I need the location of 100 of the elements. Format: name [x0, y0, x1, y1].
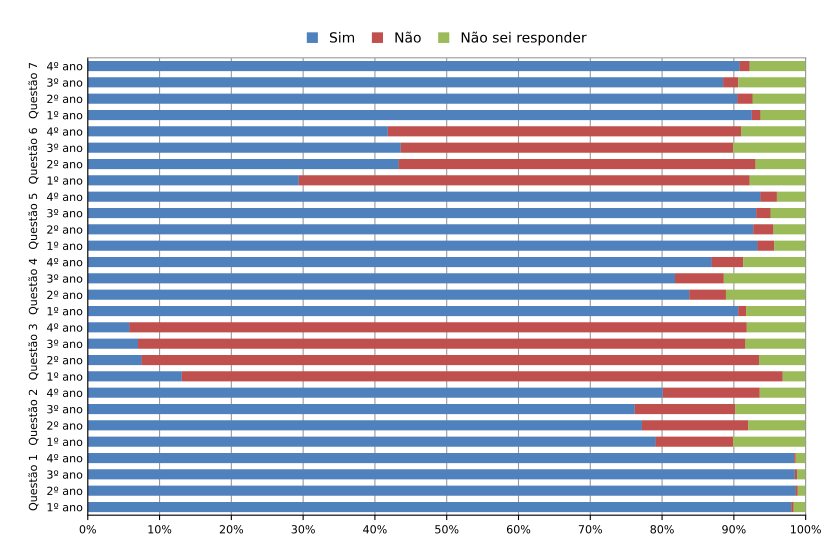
bar	[88, 486, 796, 496]
y-tick-label: 3º ano	[47, 144, 82, 152]
bar	[758, 240, 774, 251]
x-tick-label: 80%	[650, 525, 674, 534]
bar	[138, 338, 746, 349]
bar	[88, 436, 656, 447]
bar	[738, 77, 806, 88]
y-tick-label: 4º ano	[46, 62, 82, 70]
y-tick-label: 3º ano	[47, 274, 82, 283]
y-tick-label: 2º ano	[47, 225, 82, 234]
bar	[88, 60, 740, 72]
bar	[88, 306, 738, 316]
bar	[142, 354, 759, 366]
x-tick-label: 20%	[220, 525, 244, 534]
bar	[88, 502, 792, 512]
bar	[88, 290, 690, 300]
bar	[129, 322, 747, 332]
bar	[182, 371, 783, 382]
bar	[88, 94, 738, 104]
bar	[88, 420, 642, 430]
bar	[755, 158, 806, 170]
legend-label: Não	[395, 32, 421, 43]
x-tick-label: 90%	[722, 525, 746, 534]
bar	[88, 224, 754, 234]
text: Questão 7	[28, 62, 38, 118]
bar	[388, 126, 742, 136]
y-tick-label: 1º ano	[48, 176, 82, 185]
bar	[88, 322, 130, 332]
bar	[298, 175, 750, 186]
bar	[770, 208, 806, 218]
y-tick-label: 3º ano	[47, 78, 82, 87]
bar	[88, 404, 635, 414]
y-tick-label: 3º ano	[47, 404, 82, 414]
bar	[752, 94, 806, 104]
bar	[746, 306, 806, 316]
y-tick-label: 2º ano	[47, 290, 82, 300]
bar	[774, 240, 806, 251]
y-tick-label: 1º ano	[48, 438, 82, 446]
bar	[88, 192, 760, 202]
bar	[88, 240, 758, 251]
text: Questão 3	[28, 324, 38, 380]
bar	[750, 175, 806, 186]
bar	[750, 60, 806, 72]
bar	[758, 354, 806, 366]
x-tick-label: 10%	[148, 525, 172, 534]
bar	[712, 256, 744, 268]
bar	[748, 420, 806, 430]
bar	[398, 158, 756, 170]
bar	[723, 77, 738, 88]
x-tick-label: 70%	[578, 525, 602, 534]
bar	[746, 322, 806, 332]
bar	[88, 158, 399, 170]
bar	[88, 469, 795, 480]
bar	[689, 290, 726, 300]
bar	[88, 354, 142, 366]
bar	[634, 404, 736, 414]
x-tick-label: 60%	[506, 525, 530, 534]
bar	[776, 192, 806, 202]
y-tick-label: 4º ano	[46, 127, 82, 136]
bar	[88, 256, 712, 268]
y-tick-label: 3º ano	[47, 470, 82, 479]
bar	[793, 502, 806, 512]
bar	[782, 371, 806, 382]
text: Questão 2	[28, 390, 38, 446]
y-tick-label: 3º ano	[47, 340, 82, 348]
bar	[88, 175, 299, 186]
bar	[724, 273, 806, 284]
bar	[88, 338, 138, 349]
bar	[88, 142, 401, 153]
bar	[400, 142, 734, 153]
bar	[726, 290, 806, 300]
y-tick-label: 2º ano	[47, 94, 82, 104]
bar	[740, 60, 750, 72]
bar	[760, 192, 777, 202]
text: Questão 4	[28, 258, 38, 314]
bar	[756, 208, 770, 218]
bar	[773, 224, 806, 234]
y-tick-label: 1º ano	[48, 306, 82, 316]
x-tick-label: 100%	[790, 525, 821, 534]
bar	[735, 404, 806, 414]
bar	[88, 208, 756, 218]
y-tick-label: 4º ano	[46, 323, 82, 332]
y-tick-label: 1º ano	[48, 110, 82, 120]
y-tick-label: 4º ano	[46, 192, 82, 202]
bar	[662, 388, 760, 398]
bar	[642, 420, 748, 430]
bar	[760, 110, 806, 120]
bar	[797, 469, 806, 480]
x-tick-label: 40%	[363, 525, 387, 534]
bar	[741, 126, 806, 136]
bar	[88, 110, 752, 120]
bar	[88, 77, 724, 88]
bar	[88, 388, 663, 398]
y-tick-label: 2º ano	[47, 356, 82, 364]
bar	[88, 371, 182, 382]
bar	[752, 110, 760, 120]
y-tick-label: 2º ano	[47, 421, 82, 430]
y-tick-label: 2º ano	[47, 486, 82, 496]
bar	[738, 306, 746, 316]
bar	[794, 469, 798, 480]
